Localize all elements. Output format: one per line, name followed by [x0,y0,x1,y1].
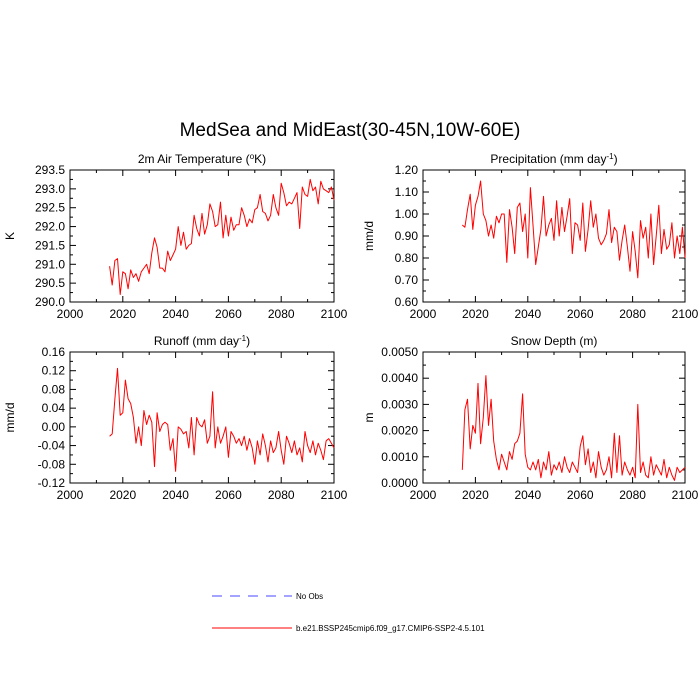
panel-title-main: Runoff (mm day [154,334,239,348]
y-tick-label: 292.5 [35,201,65,215]
y-axis-label: m [362,413,376,423]
x-tick-label: 2100 [672,307,699,321]
y-tick-label: 290.5 [35,276,65,290]
y-tick-label: 293.5 [35,163,65,177]
x-tick-label: 2020 [109,307,136,321]
x-tick-label: 2080 [268,307,295,321]
panel-title-main: Precipitation (mm day [490,152,606,166]
panel-title: 2m Air Temperature (oK) [138,152,266,166]
y-tick-label: 1.00 [395,207,419,221]
chart-panel-4: Snow Depth (m) 2000 2020 2040 2060 2080 2100 0.… [362,334,699,502]
x-tick-label: 2060 [567,307,594,321]
series-line [109,367,335,472]
x-tick-label: 2020 [109,488,136,502]
x-tick-label: 2100 [321,307,348,321]
panel-title-main: 2m Air Temperature ( [138,152,250,166]
x-tick-label: 2100 [321,488,348,502]
x-tick-label: 2060 [215,307,242,321]
x-tick-label: 2040 [162,307,189,321]
x-tick-label: 2040 [162,488,189,502]
panel-title: Snow Depth (m) [511,334,598,348]
legend-obs-label: No Obs [296,592,323,601]
panel-title-tail: ) [614,152,618,166]
series-line [461,180,686,279]
chart-panel-1: 2m Air Temperature (oK) 2000 2020 2040 2060 2… [3,152,348,321]
y-tick-label: 0.0030 [381,397,418,411]
y-tick-label: 0.0020 [381,424,418,438]
y-axis-label: mm/d [362,221,376,251]
x-tick-label: 2080 [619,307,646,321]
panel-title: Runoff (mm day-1) [154,334,250,348]
y-tick-label: 0.0010 [381,450,418,464]
panel-title-tail: K) [254,152,266,166]
x-tick-label: 2000 [57,488,84,502]
panel-title-main: Snow Depth (m) [511,334,598,348]
chart-panel-3: Runoff (mm day-1) 2000 2020 2040 2060 2080 210… [3,334,348,502]
plot-frame [69,169,335,303]
y-tick-label: 1.10 [395,185,419,199]
x-tick-label: 2100 [672,488,699,502]
x-tick-label: 2020 [462,307,489,321]
y-axis-label: K [3,232,17,240]
panel-title-superscript: -1 [606,152,614,161]
series-line [461,375,686,481]
chart-panel-2: Precipitation (mm day-1) 2000 2020 2040 2060… [362,152,699,321]
x-tick-label: 2080 [268,488,295,502]
figure-title: MedSea and MidEast(30-45N,10W-60E) [180,120,521,141]
y-axis-label: mm/d [3,403,17,433]
y-tick-label: 0.04 [42,401,66,415]
y-tick-label: 0.0040 [381,371,418,385]
y-tick-label: 0.00 [42,420,66,434]
y-tick-label: 293.0 [35,182,65,196]
x-tick-label: 2000 [410,307,437,321]
x-tick-label: 2020 [462,488,489,502]
x-tick-label: 2080 [619,488,646,502]
y-tick-label: 290.0 [35,295,65,309]
y-tick-label: 0.90 [395,229,419,243]
y-tick-label: 0.08 [42,382,66,396]
y-tick-label: 0.12 [42,364,66,378]
y-tick-label: 0.80 [395,251,419,265]
panel-title-tail: ) [246,334,250,348]
x-tick-label: 2060 [215,488,242,502]
y-tick-label: 0.16 [42,345,66,359]
y-tick-label: 0.0050 [381,345,418,359]
y-tick-label: -0.12 [38,476,66,490]
x-tick-label: 2000 [57,307,84,321]
y-tick-label: 291.0 [35,257,65,271]
x-tick-label: 2000 [410,488,437,502]
panel-title: Precipitation (mm day-1) [490,152,617,166]
x-tick-label: 2060 [567,488,594,502]
x-tick-label: 2040 [514,307,541,321]
panel-title-superscript: o [250,152,255,161]
panel-title-superscript: -1 [239,334,247,343]
series-line [109,178,335,295]
legend: No Obs b.e21.BSSP245cmip6.f09_g17.CMIP6-… [212,592,485,633]
x-tick-label: 2040 [514,488,541,502]
y-tick-label: 291.5 [35,238,65,252]
y-tick-label: 292.0 [35,220,65,234]
y-tick-label: -0.08 [38,457,66,471]
y-tick-label: 0.0000 [381,476,418,490]
plot-frame [69,351,335,484]
y-tick-label: 0.60 [395,295,419,309]
legend-model-label: b.e21.BSSP245cmip6.f09_g17.CMIP6-SSP2-4.… [296,624,485,633]
y-tick-label: -0.04 [38,439,66,453]
y-tick-label: 1.20 [395,163,419,177]
y-tick-label: 0.70 [395,273,419,287]
